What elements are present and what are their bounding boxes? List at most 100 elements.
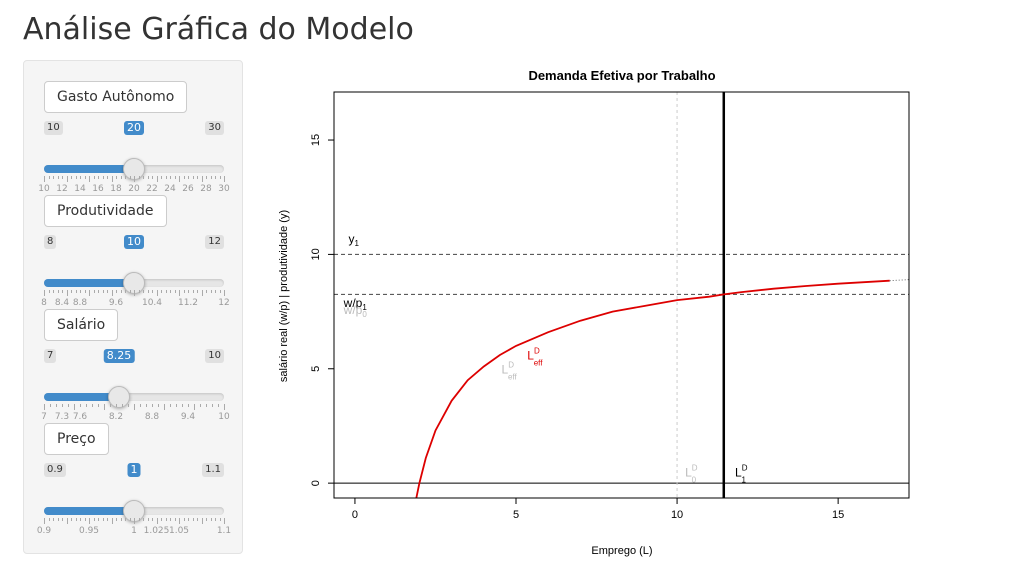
slider-tick [116,290,117,293]
slider-tick [165,176,167,179]
slider-tick-label: 10 [218,412,230,422]
slider-ticks [44,290,225,300]
slider-max-label: 12 [205,235,224,249]
slider-tick [143,176,144,179]
slider-tick [183,176,185,179]
slider-tick-label: 16 [92,184,104,194]
slider-tick [93,290,95,293]
slider-tick [212,404,213,407]
slider-min-label: 10 [44,121,63,135]
slider-tick [62,176,63,179]
slider-tick [134,290,135,296]
slider-tick [210,176,212,179]
slider-tick-label: 1 [131,526,137,536]
slider-tick-label: 1.05 [168,526,190,536]
slider-tick [200,404,201,407]
slider-tick [120,290,122,293]
slider-tick [146,404,147,407]
slider-tick [116,176,117,179]
slider-tick [122,404,123,407]
slider-tick [129,518,131,521]
slider-tick [48,290,50,293]
slider-fill [44,165,134,173]
slider-tick [89,290,90,296]
slider-tick [111,290,113,296]
slider-tick [120,518,122,521]
slider-tick [152,176,153,179]
slider-tick [170,404,171,407]
slider-tick-label: 11.2 [177,298,199,308]
slider-tick [44,290,45,296]
slider-tick [111,176,113,182]
slider-max-label: 10 [205,349,224,363]
slider-track[interactable] [44,500,224,522]
slider-tick [143,518,144,521]
slider-tick [161,176,162,179]
y-tick-label: 10 [310,248,322,260]
slider-tick [62,290,63,293]
slider-tick [129,290,131,293]
slider-tick [75,290,77,293]
slider-tick [183,518,185,521]
slider-tick-label: 8.2 [108,412,124,422]
slider-label[interactable]: Gasto Autônomo [44,81,188,113]
slider-value-label: 10 [124,235,144,249]
slider-tick [111,518,113,524]
slider-track[interactable] [44,272,224,294]
slider-tick [147,176,149,179]
slider-tick [66,176,68,182]
slider-min-label: 0.9 [44,463,66,477]
slider-tick [197,518,198,521]
slider-tick [62,518,63,521]
slider-tick [188,290,189,293]
slider-tick-label: 8.8 [144,412,160,422]
slider-produtividade: Produtividade 8 12 10 8 8.4 8.8 9.6 10.4 11.2… [24,195,244,308]
slider-tick [57,518,59,521]
y-tick-label: 15 [310,134,322,146]
plot-frame [333,91,910,499]
demand-chart: Demanda Efetiva por Trabalho Emprego (L)… [278,68,910,557]
slider-tick-label: 22 [146,184,158,194]
chart-title: Demanda Efetiva por Trabalho [528,68,715,83]
slider-tick [92,404,93,407]
slider-tick [158,404,159,407]
slider-tick-label: 28 [200,184,212,194]
slider-tick [84,176,86,179]
slider-tick [143,290,144,293]
slider-tick [57,290,59,293]
slider-salario: Salário 7 10 8.25 7 7.3 7.6 8.2 8.8 9.4 10 [24,309,244,422]
slider-tick [102,290,104,293]
slider-label[interactable]: Salário [44,309,119,341]
slider-tick-label: 10.4 [141,298,163,308]
slider-ticks [44,404,225,414]
slider-ticks [44,518,225,528]
slider-label[interactable]: Preço [44,423,109,455]
slider-label[interactable]: Produtividade [44,195,167,227]
slider-min-label: 8 [44,235,57,249]
slider-tick [66,290,68,296]
slider-tick [53,176,54,179]
slider-tick [80,518,81,521]
slider-tick [71,290,72,293]
annotation-y1: y1 [348,232,359,248]
slider-tick [206,176,207,179]
slider-tick-label: 9.6 [108,298,124,308]
annotation-ld_eff_red: LD eff [527,347,543,368]
slider-tick [197,290,198,293]
slider-min-label: 7 [44,349,57,363]
x-axis-label: Emprego (L) [591,545,652,557]
slider-tick [218,404,219,407]
slider-handle[interactable] [108,386,130,408]
slider-tick [201,518,203,524]
x-tick-label: 15 [832,509,844,521]
slider-tick [71,176,72,179]
slider-tick [129,176,131,179]
slider-tick-label: 12 [56,184,68,194]
slider-track[interactable] [44,386,224,408]
slider-tick [57,176,59,179]
slider-value-label: 8.25 [103,349,135,363]
slider-tick [86,404,87,407]
annotation-wp0: w/p0 [343,303,368,319]
slider-track[interactable] [44,158,224,180]
slider-tick [84,290,86,293]
